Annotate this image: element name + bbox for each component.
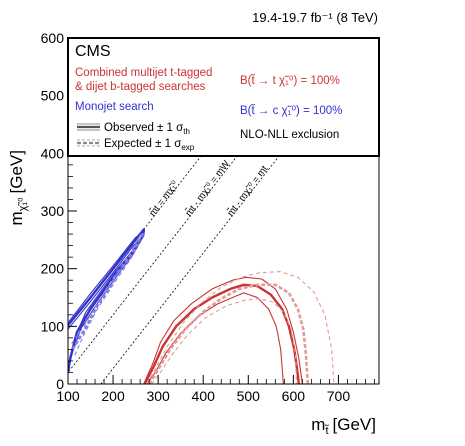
series-combined-observed-band-8 <box>146 292 284 384</box>
y-tick-label-6: 600 <box>41 30 65 46</box>
series-monojet-observed-band-2 <box>68 239 142 370</box>
series-combined-expected-9 <box>147 283 310 384</box>
series-monojet-expected-band-5 <box>71 233 142 344</box>
x-axis-title: mt̃ [GeV] <box>311 415 376 437</box>
series-combined-expected-band-10 <box>146 271 335 384</box>
y-axis-title: mχ̃₁⁰[GeV] <box>7 150 29 226</box>
diagonal-label-1: m̃t - mχ̃₁⁰ = mW <box>183 158 232 218</box>
series-combined-expected-band-11 <box>150 298 298 384</box>
legend-monojet: Monojet search <box>75 101 154 113</box>
diagonal-label-0: m̃t = mχ̃₁⁰ <box>147 178 181 218</box>
y-tick-label-0: 0 <box>56 376 64 392</box>
x-tick-label-4: 500 <box>237 388 261 404</box>
y-tick-label-1: 100 <box>41 318 65 334</box>
diagonal-label-2: m̃t - mχ̃₁⁰ = mt <box>225 163 271 218</box>
x-tick-label-1: 200 <box>101 388 125 404</box>
legend-expected: Expected ± 1 σexp <box>104 138 195 152</box>
series-combined-observed-6 <box>143 283 300 384</box>
diagonal-line-1 <box>68 153 240 374</box>
legend-br-charm: B(t̃ → c χ̃₁⁰) = 100% <box>240 104 342 117</box>
legend-combined-line1: Combined multijet t-tagged <box>75 67 212 79</box>
legend-box <box>67 37 380 157</box>
lumi-label: 19.4-19.7 fb⁻¹ (8 TeV) <box>252 10 378 25</box>
x-tick-label-5: 600 <box>282 388 306 404</box>
y-tick-label-3: 300 <box>41 203 65 219</box>
x-tick-label-6: 700 <box>327 388 351 404</box>
x-tick-label-0: 100 <box>56 388 80 404</box>
legend-br-top: B(t̃ → t χ̃₁⁰) = 100% <box>240 74 340 87</box>
y-tick-label-5: 500 <box>41 88 65 104</box>
legend-combined-line2: & dijet b-tagged searches <box>75 81 206 93</box>
diagonal-line-2 <box>100 153 282 384</box>
series-monojet-expected-3 <box>71 232 145 351</box>
series-monojet-expected-band-4 <box>74 239 142 356</box>
legend-observed: Observed ± 1 σth <box>104 122 190 136</box>
y-tick-label-2: 200 <box>41 261 65 277</box>
cms-label: CMS <box>75 43 111 60</box>
y-tick-label-4: 400 <box>41 145 65 161</box>
legend-nlo: NLO-NLL exclusion <box>240 129 339 141</box>
x-tick-label-3: 400 <box>192 388 216 404</box>
x-tick-label-2: 300 <box>146 388 170 404</box>
